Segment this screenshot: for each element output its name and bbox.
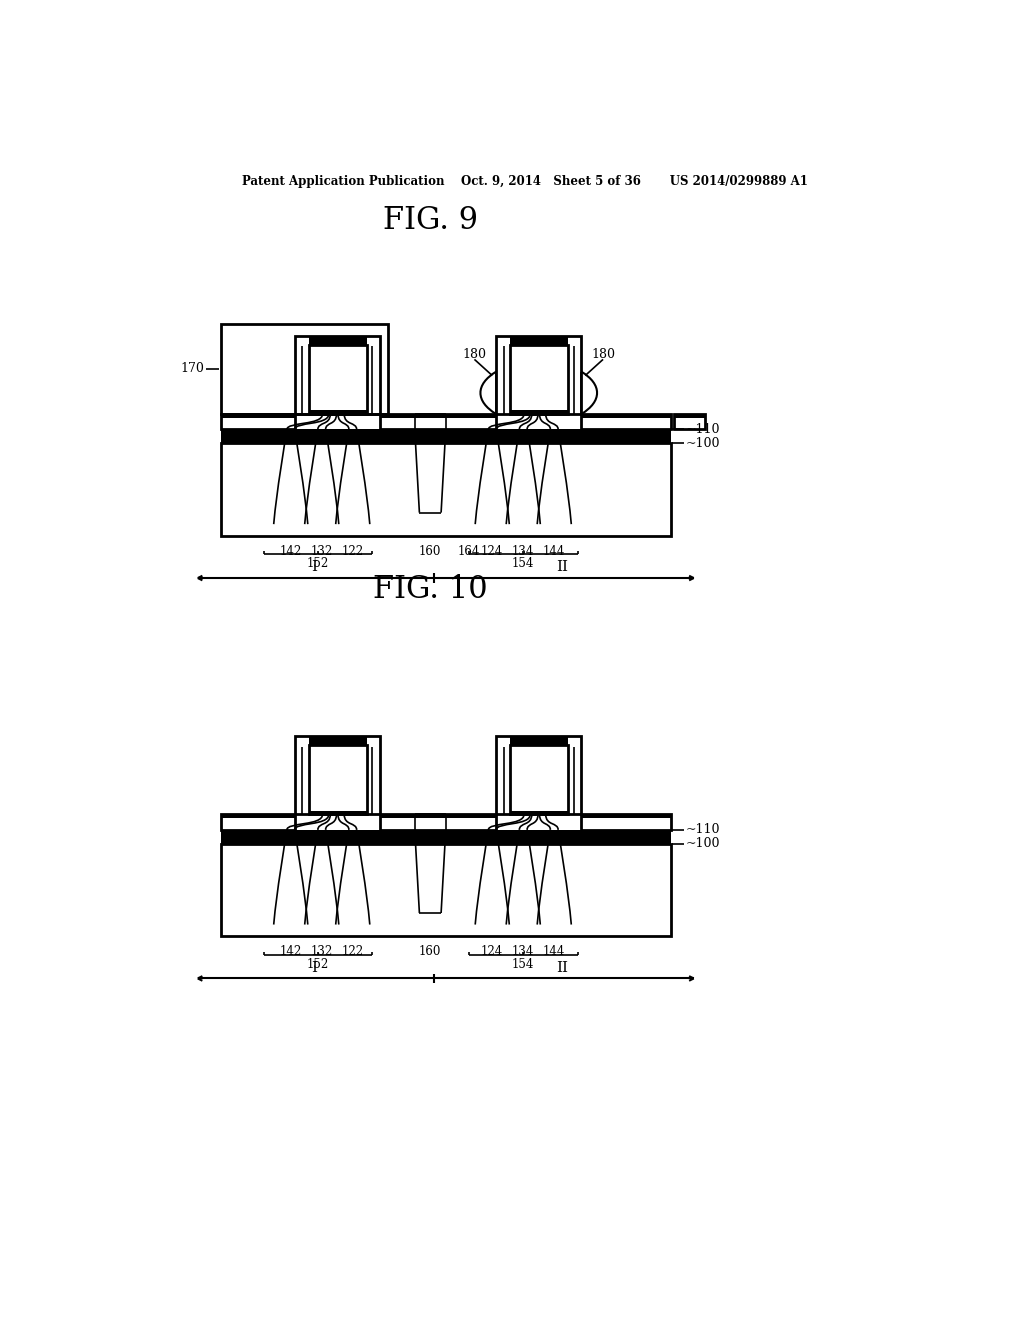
Text: 134: 134 — [512, 945, 535, 958]
Bar — [380, 414, 496, 429]
Text: ~100: ~100 — [686, 437, 721, 450]
Bar — [510, 335, 568, 345]
Bar — [295, 737, 380, 814]
Text: 180: 180 — [463, 348, 486, 362]
Bar — [380, 414, 496, 418]
Bar — [496, 737, 582, 814]
Text: FIG. 10: FIG. 10 — [373, 574, 487, 605]
Bar — [380, 814, 496, 818]
Text: 154: 154 — [512, 557, 535, 570]
Bar — [582, 414, 671, 418]
Text: 124: 124 — [481, 545, 504, 558]
Text: 142: 142 — [280, 545, 302, 558]
Bar — [308, 335, 367, 345]
Text: 142: 142 — [280, 945, 302, 958]
Bar — [221, 830, 671, 843]
Bar — [380, 814, 496, 830]
Bar — [510, 810, 568, 814]
Bar — [221, 429, 671, 444]
Bar — [510, 737, 568, 744]
Bar — [295, 335, 380, 414]
Bar — [308, 345, 367, 414]
Bar — [582, 814, 671, 818]
Text: 144: 144 — [543, 945, 565, 958]
Bar — [308, 744, 367, 814]
Bar — [221, 414, 295, 429]
Text: 170: 170 — [180, 363, 204, 375]
Text: ~110: ~110 — [686, 422, 721, 436]
Text: 152: 152 — [307, 958, 329, 970]
Bar — [308, 737, 367, 744]
Bar — [221, 444, 671, 536]
Text: 154: 154 — [512, 958, 535, 970]
Bar — [510, 411, 568, 414]
Bar — [582, 814, 671, 830]
Text: ~100: ~100 — [686, 837, 721, 850]
Text: 132: 132 — [310, 545, 333, 558]
Text: ~110: ~110 — [686, 824, 721, 837]
Text: 160: 160 — [419, 545, 441, 558]
Bar — [675, 414, 706, 418]
Text: 132: 132 — [310, 945, 333, 958]
Text: 122: 122 — [342, 545, 364, 558]
Text: 144: 144 — [543, 545, 565, 558]
Text: 122: 122 — [342, 945, 364, 958]
Text: Patent Application Publication    Oct. 9, 2014   Sheet 5 of 36       US 2014/029: Patent Application Publication Oct. 9, 2… — [242, 176, 808, 187]
Text: I: I — [311, 961, 317, 974]
Bar — [221, 323, 388, 414]
Text: 164: 164 — [458, 545, 480, 558]
Bar — [308, 810, 367, 814]
Bar — [582, 414, 671, 429]
Bar — [675, 414, 706, 429]
Text: FIG. 9: FIG. 9 — [383, 205, 478, 235]
Bar — [221, 414, 295, 418]
Text: 180: 180 — [591, 348, 615, 362]
Text: 152: 152 — [307, 557, 329, 570]
Bar — [496, 335, 582, 414]
Bar — [510, 345, 568, 414]
Bar — [221, 814, 295, 830]
Bar — [510, 744, 568, 814]
Bar — [221, 843, 671, 936]
Bar — [221, 814, 295, 818]
Text: 134: 134 — [512, 545, 535, 558]
Text: II: II — [556, 560, 568, 574]
Text: 160: 160 — [419, 945, 441, 958]
Text: I: I — [311, 560, 317, 574]
Text: 124: 124 — [481, 945, 504, 958]
Bar — [308, 411, 367, 414]
Text: II: II — [556, 961, 568, 974]
